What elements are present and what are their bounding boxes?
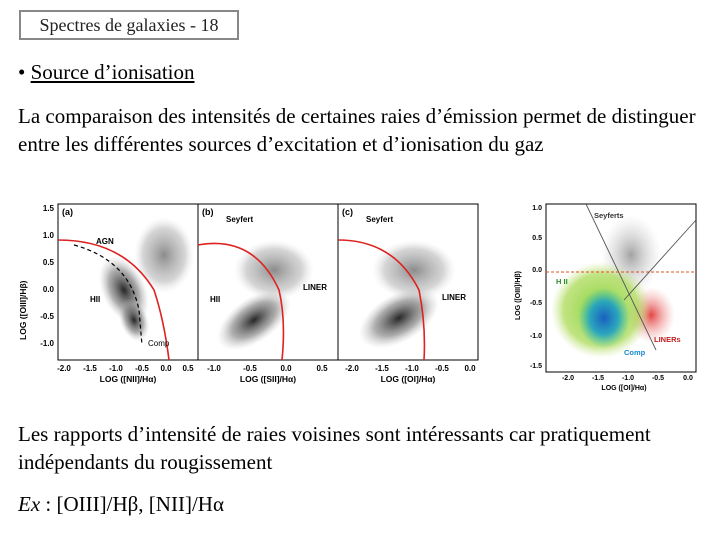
left-x-labels: LOG ([NII]/Hα) LOG ([SII]/Hα) LOG ([OI]/… [100,374,436,384]
x-tick: -1.0 [109,364,123,373]
bpt-diagram-figure: LOG ([OIII]/Hβ) 1.5 1.0 0.5 0.0 -0.5 -1.… [18,203,479,384]
region-label: Seyfert [226,215,253,224]
x-tick: -0.5 [652,375,664,382]
y-tick: -0.5 [40,312,54,321]
x-tick: -1.0 [405,364,419,373]
bullet-text: Source d’ionisation [30,60,195,84]
x-tick: -1.5 [83,364,97,373]
x-tick: 0.5 [316,364,328,373]
y-tick: -0.5 [530,300,542,307]
x-tick: -0.5 [135,364,149,373]
x-tick: -1.5 [592,375,604,382]
left-y-axis-label: LOG ([OIII]/Hβ) [18,280,28,340]
y-tick: 1.0 [532,205,542,212]
colored-scatter-figure: LOG ([OIII]/Hβ) 1.0 0.5 0.0 -0.5 -1.0 -1… [515,203,697,392]
x-tick: 0.0 [160,364,172,373]
x-axis-label: LOG ([SII]/Hα) [240,374,296,384]
bullet-mark: • [18,60,26,84]
y-tick: 0.0 [532,267,542,274]
right-x-axis-label: LOG ([OI]/Hα) [601,385,646,392]
x-tick: -0.5 [435,364,449,373]
example-label: Ex [18,492,41,516]
note-paragraph: Les rapports d’intensité de raies voisin… [18,422,651,474]
x-tick: 0.0 [683,375,693,382]
x-tick: -1.0 [207,364,221,373]
left-x-ticks: -2.0 -1.5 -1.0 -0.5 0.0 0.5 -1.0 -0.5 0.… [57,364,476,373]
region-label: HII [210,295,220,304]
bullet-heading: • Source d’ionisation [18,60,195,85]
x-tick: 0.0 [464,364,476,373]
panel-b: (b) Seyfert HII LINER [197,203,339,361]
y-tick: 0.5 [532,235,542,242]
x-tick: -0.5 [243,364,257,373]
right-y-axis-label: LOG ([OIII]/Hβ) [515,271,522,320]
left-y-ticks: 1.5 1.0 0.5 0.0 -0.5 -1.0 [40,204,54,348]
panel-tag: (c) [342,207,353,217]
region-label: LINER [303,283,327,292]
panel-tag: (a) [62,207,73,217]
y-tick: 0.5 [43,258,55,267]
panel-tag: (b) [202,207,214,217]
x-axis-label: LOG ([OI]/Hα) [381,374,436,384]
region-label: HII [90,295,100,304]
x-tick: 0.5 [182,364,194,373]
y-tick: -1.5 [530,363,542,370]
example-text: : [OIII]/Hβ, [NII]/Hα [40,492,224,516]
example-line: Ex : [OIII]/Hβ, [NII]/Hα [18,492,224,517]
x-tick: -1.5 [375,364,389,373]
y-tick: 1.5 [43,204,55,213]
region-label: AGN [96,237,114,246]
panel-a: (a) AGN HII Comp [57,203,199,361]
region-label: Seyferts [594,211,624,220]
y-tick: 1.0 [43,231,55,240]
y-tick: -1.0 [530,333,542,340]
right-y-ticks: 1.0 0.5 0.0 -0.5 -1.0 -1.5 [530,205,542,370]
x-tick: -2.0 [345,364,359,373]
x-tick: 0.0 [280,364,292,373]
x-tick: -1.0 [622,375,634,382]
panel-c: (c) Seyfert LINER [337,203,479,361]
y-tick: -1.0 [40,339,54,348]
intro-paragraph: La comparaison des intensités de certain… [18,104,696,156]
x-axis-label: LOG ([NII]/Hα) [100,374,157,384]
region-label: Comp [624,348,646,357]
region-label: LINERs [654,335,681,344]
x-tick: -2.0 [57,364,71,373]
x-tick: -2.0 [562,375,574,382]
region-label: Seyfert [366,215,393,224]
region-label: H II [556,277,568,286]
slide-title: Spectres de galaxies - 18 [19,10,239,40]
y-tick: 0.0 [43,285,55,294]
right-x-ticks: -2.0 -1.5 -1.0 -0.5 0.0 [562,375,693,382]
region-label: Comp [148,339,170,348]
region-label: LINER [442,293,466,302]
